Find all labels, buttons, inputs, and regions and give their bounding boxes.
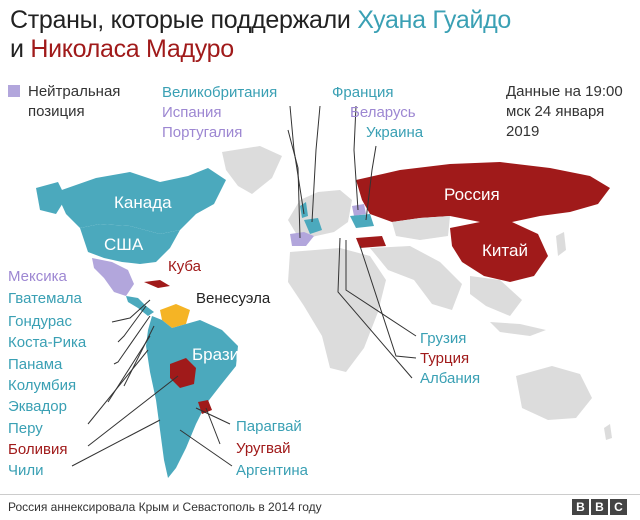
usa-shape: [80, 224, 180, 264]
alaska-shape: [36, 182, 66, 214]
label-peru: Перу: [8, 420, 43, 437]
nz-shape: [604, 424, 612, 440]
france-shape: [304, 218, 322, 234]
label-ecuador: Эквадор: [8, 398, 67, 415]
label-venezuela: Венесуэла: [196, 290, 271, 307]
label-uk: Великобритания: [162, 84, 278, 101]
footer-divider: [0, 494, 640, 495]
bbc-logo: B B C: [572, 499, 627, 515]
turkey-shape: [356, 236, 386, 248]
title-guaido: Хуана Гуайдо: [357, 6, 511, 34]
label-china: Китай: [482, 241, 528, 260]
label-belarus: Беларусь: [350, 104, 416, 121]
label-colombia: Колумбия: [8, 377, 77, 394]
bbc-logo-b2: B: [591, 499, 608, 515]
leader-lines: [71, 105, 417, 467]
mexico-shape: [92, 258, 134, 296]
uk-shape: [300, 202, 308, 218]
australia-shape: [516, 366, 592, 420]
ukraine-shape: [350, 214, 374, 228]
bolivia-shape: [170, 358, 196, 388]
label-albania: Албания: [420, 370, 481, 387]
label-usa: США: [104, 235, 144, 254]
data-timestamp: Данные на 19:00 мск 24 января 2019: [506, 83, 623, 140]
footer-note: Россия аннексировала Крым и Севастополь …: [8, 500, 322, 514]
central-america-shape: [126, 296, 154, 316]
cuba-shape: [144, 280, 170, 288]
label-honduras: Гондурас: [8, 313, 73, 330]
label-guatemala: Гватемала: [8, 290, 82, 307]
label-france: Франция: [332, 84, 394, 101]
label-turkey: Турция: [420, 350, 470, 367]
label-georgia: Грузия: [420, 330, 467, 347]
label-argentina: Аргентина: [236, 462, 308, 479]
label-mexico: Мексика: [8, 268, 67, 285]
europe-shape: [288, 190, 352, 240]
label-canada: Канада: [114, 193, 172, 212]
asia-south-shape: [370, 246, 462, 310]
title-prefix-1: Страны, которые поддержали: [10, 6, 358, 34]
label-costa-rica: Коста-Рика: [8, 334, 87, 351]
legend-neutral-label: Нейтральная позиция: [28, 83, 121, 120]
label-uruguay: Уругвай: [236, 440, 291, 457]
china-shape: [450, 222, 548, 282]
iberia-shape: [290, 232, 314, 246]
title-prefix-2: и: [10, 35, 31, 63]
label-russia: Россия: [444, 185, 500, 204]
title-maduro: Николаса Мадуро: [30, 35, 234, 63]
africa-shape: [288, 248, 386, 372]
bbc-logo-c: C: [610, 499, 627, 515]
russia-shape: [356, 162, 610, 222]
label-bolivia: Боливия: [8, 441, 68, 458]
legend-neutral-swatch: [8, 85, 20, 97]
venezuela-shape: [160, 304, 190, 328]
indonesia-shape: [490, 322, 546, 336]
label-spain: Испания: [162, 104, 222, 121]
japan-shape: [556, 232, 566, 256]
belarus-shape: [352, 204, 366, 216]
se-asia-shape: [470, 276, 522, 316]
canada-shape: [56, 168, 226, 234]
label-portugal: Португалия: [162, 124, 243, 141]
label-ukraine: Украина: [366, 124, 424, 141]
label-panama: Панама: [8, 356, 63, 373]
label-brazil: Бразилия: [192, 345, 268, 364]
label-chile: Чили: [8, 462, 44, 479]
central-asia-shape: [392, 216, 450, 240]
label-paraguay: Парагвай: [236, 418, 302, 435]
south-america-shape: [146, 316, 238, 478]
label-cuba: Куба: [168, 258, 201, 275]
map-title: Страны, которые поддержали Хуана Гуайдо …: [10, 6, 610, 64]
greenland-shape: [222, 146, 282, 194]
bbc-logo-b1: B: [572, 499, 589, 515]
